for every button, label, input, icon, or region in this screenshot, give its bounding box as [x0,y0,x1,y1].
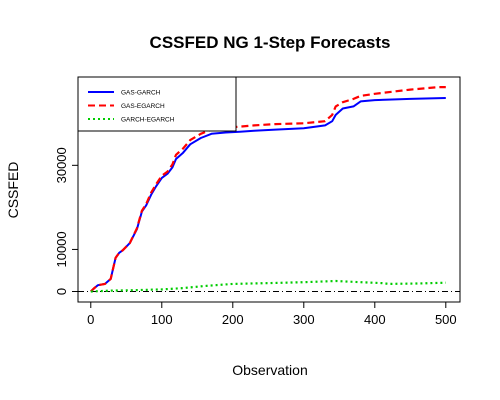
x-axis: 0 100 200 300 400 500 [87,302,457,327]
legend-label-garch-egarch: GARCH-EGARCH [121,117,175,124]
x-tick-label: 300 [293,312,315,327]
x-tick-label: 200 [222,312,244,327]
x-tick-label: 500 [435,312,457,327]
x-axis-label: Observation [232,362,307,378]
series-line-garch-egarch [90,279,446,293]
plot-area [77,76,461,303]
y-tick-label: 0 [54,288,69,295]
series-line-gas-garch [90,97,446,293]
legend-label-gas-garch: GAS-GARCH [121,90,161,97]
x-tick-label: 0 [87,312,94,327]
x-tick-label: 100 [151,312,173,327]
x-tick-label: 400 [364,312,386,327]
y-axis: 0 10000 30000 [54,147,78,295]
y-tick-label: 10000 [54,231,69,267]
chart-title: CSSFED NG 1-Step Forecasts [150,33,391,52]
legend: GAS-GARCH GAS-EGARCH GARCH-EGARCH [77,76,237,132]
legend-label-gas-egarch: GAS-EGARCH [121,103,165,110]
y-axis-label: CSSFED [5,162,21,219]
legend-box [77,76,237,132]
y-tick-label: 30000 [54,147,69,183]
series-layer [90,85,446,293]
series-line-gas-egarch [90,85,446,293]
